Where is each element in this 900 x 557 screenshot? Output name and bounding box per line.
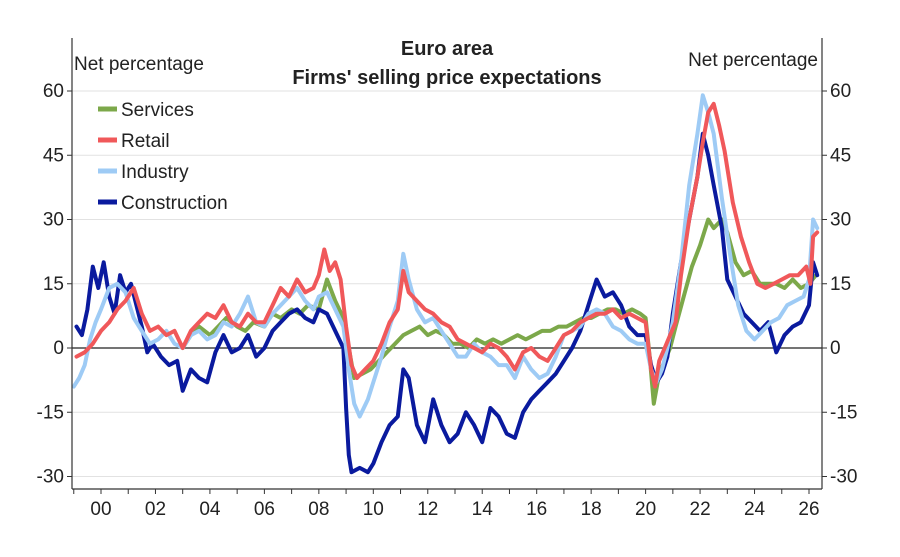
x-tick-labels: 00 02 04 06 08 10 12 14 16 18 20 22 24 26 bbox=[73, 489, 820, 520]
y-tick-label-right: -30 bbox=[830, 467, 857, 488]
series-line-construction bbox=[74, 131, 820, 475]
x-tick-label: 20 bbox=[635, 499, 656, 520]
y-tick-label-left: 0 bbox=[53, 338, 64, 359]
series-line-services bbox=[180, 217, 818, 406]
x-tick-label: 04 bbox=[199, 499, 221, 520]
chart-subtitle: Firms' selling price expectations bbox=[292, 67, 601, 89]
legend-label-industry: Industry bbox=[121, 162, 189, 183]
x-tick-label: 10 bbox=[363, 499, 384, 520]
y-tick-label-left: 30 bbox=[43, 210, 64, 231]
x-tick-label: 16 bbox=[526, 499, 547, 520]
y-tick-label-right: 30 bbox=[830, 210, 851, 231]
y-tick-label-right: 45 bbox=[830, 145, 851, 166]
x-tick-label: 08 bbox=[308, 499, 329, 520]
x-tick-label: 00 bbox=[90, 499, 111, 520]
x-tick-label: 14 bbox=[472, 499, 494, 520]
y-tick-label-left: 15 bbox=[43, 274, 64, 295]
x-tick-label: 12 bbox=[417, 499, 438, 520]
y-tick-label-left: -15 bbox=[37, 402, 64, 423]
y-tick-labels: -30 -30 -15 -15 0 0 15 15 30 30 45 45 60 60 bbox=[37, 81, 858, 488]
x-tick-label: 18 bbox=[581, 499, 602, 520]
axes bbox=[71, 38, 823, 490]
series-line-industry bbox=[71, 93, 820, 419]
gridlines bbox=[72, 90, 822, 477]
y-axis-title-right: Net percentage bbox=[688, 50, 818, 71]
y-tick-label-right: 15 bbox=[830, 274, 851, 295]
legend: Services Retail Industry Construction bbox=[98, 100, 228, 214]
y-tick-label-right: 60 bbox=[830, 81, 851, 102]
x-tick-label: 06 bbox=[254, 499, 275, 520]
legend-label-retail: Retail bbox=[121, 131, 170, 152]
series-lines bbox=[71, 93, 820, 475]
x-tick-label: 24 bbox=[744, 499, 766, 520]
legend-label-construction: Construction bbox=[121, 193, 228, 214]
y-tick-label-right: -15 bbox=[830, 402, 857, 423]
legend-label-services: Services bbox=[121, 100, 194, 121]
y-tick-label-right: 0 bbox=[830, 338, 841, 359]
y-tick-label-left: 45 bbox=[43, 145, 64, 166]
y-axis-title-left: Net percentage bbox=[74, 54, 204, 75]
x-tick-label: 02 bbox=[145, 499, 166, 520]
chart-title: Euro area bbox=[401, 38, 494, 60]
series-line-retail bbox=[74, 101, 820, 389]
x-tick-label: 26 bbox=[798, 499, 819, 520]
y-tick-label-left: 60 bbox=[43, 81, 64, 102]
x-tick-label: 22 bbox=[690, 499, 711, 520]
y-tick-label-left: -30 bbox=[37, 467, 64, 488]
